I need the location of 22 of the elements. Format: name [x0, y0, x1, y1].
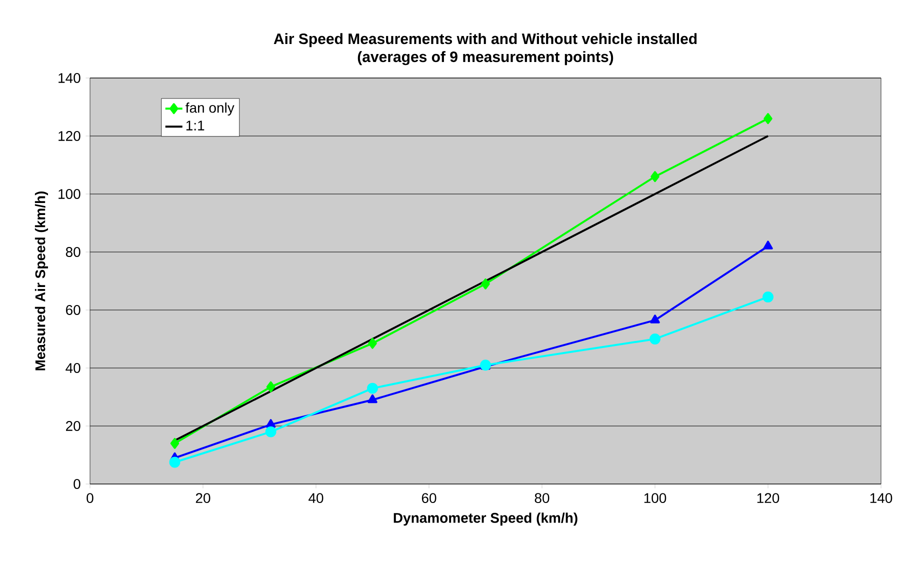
chart-subtitle: (averages of 9 measurement points): [358, 51, 614, 66]
legend-label: 1:1: [186, 120, 204, 130]
y-axis-title: Measured Air Speed (km/h): [34, 191, 48, 370]
x-tick-label: 140: [870, 493, 892, 504]
y-tick-label: 60: [66, 305, 80, 315]
y-tick-label: 120: [58, 131, 80, 141]
legend-label: fan only: [186, 102, 234, 116]
x-tick-label: 20: [196, 493, 210, 504]
x-tick-label: 80: [534, 493, 550, 504]
x-tick-label: 0: [86, 493, 94, 504]
x-tick-label: 40: [308, 493, 324, 504]
y-tick-label: 0: [74, 479, 80, 489]
x-tick-label: 120: [757, 493, 780, 504]
y-tick-label: 80: [66, 247, 80, 257]
x-tick-label: 100: [644, 493, 666, 504]
y-tick-label: 140: [58, 73, 80, 83]
y-tick-label: 20: [66, 421, 80, 431]
chart-title: Air Speed Measurements with and Without vehicle installed: [274, 33, 697, 48]
x-axis-title: Dynamometer Speed (km/h): [394, 512, 578, 526]
y-tick-label: 100: [58, 189, 80, 199]
x-tick-label: 60: [422, 493, 436, 504]
y-tick-label: 40: [66, 363, 80, 373]
